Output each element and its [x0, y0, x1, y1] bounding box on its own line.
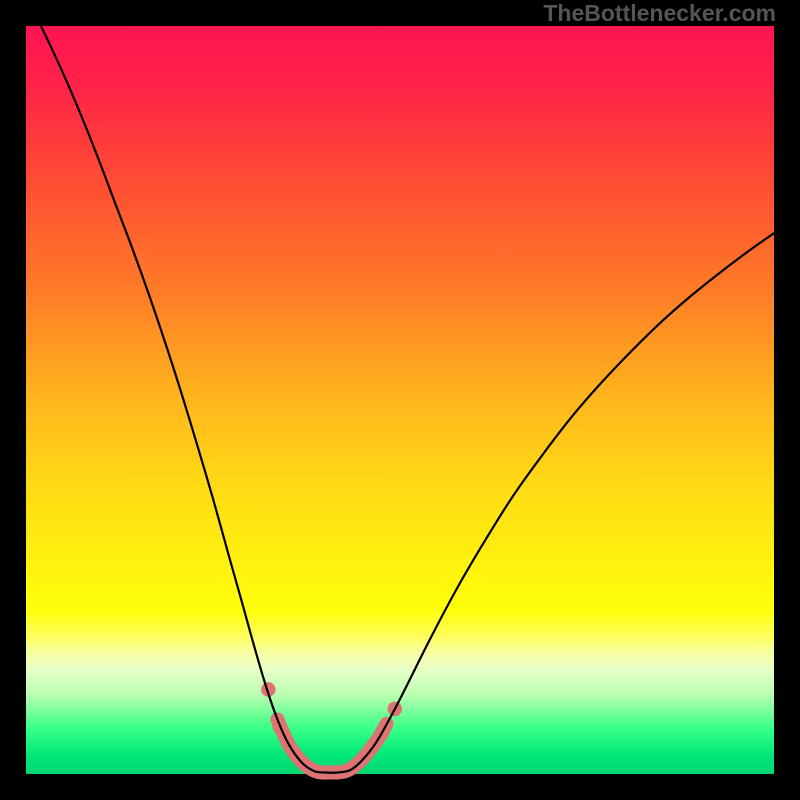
watermark-text: TheBottlenecker.com	[543, 0, 776, 27]
plot-area	[26, 26, 774, 774]
outer-frame: TheBottlenecker.com	[0, 0, 800, 800]
chart-svg	[26, 26, 774, 774]
left-curve	[41, 26, 774, 773]
highlight-pill	[277, 719, 386, 772]
